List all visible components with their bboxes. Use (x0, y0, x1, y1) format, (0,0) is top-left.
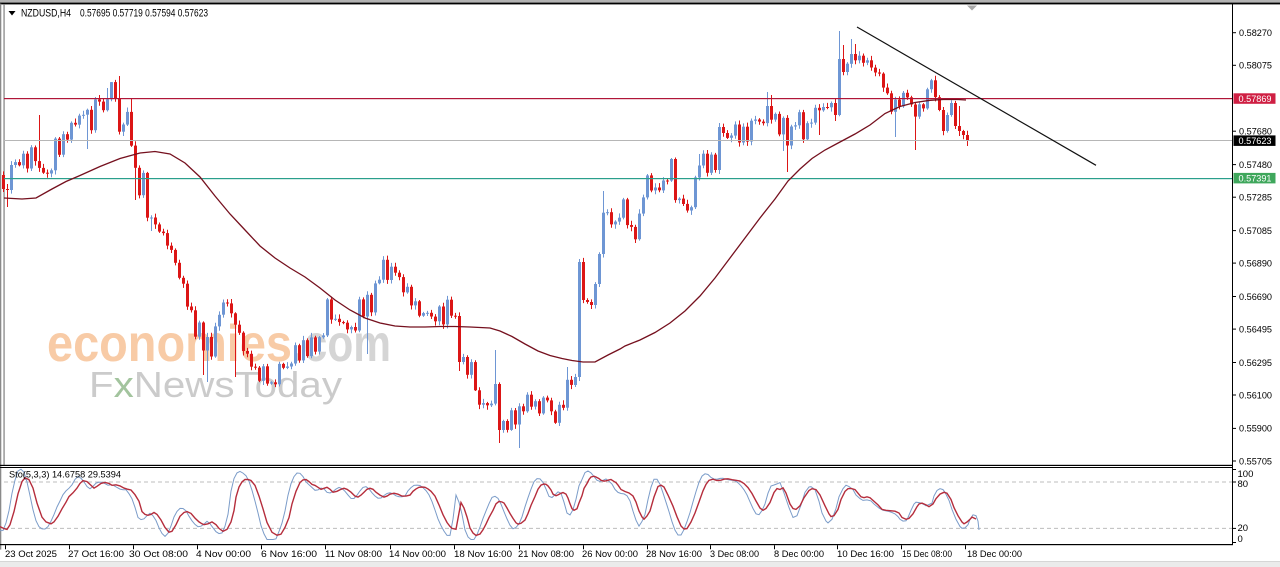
svg-text:80: 80 (1238, 479, 1249, 490)
svg-text:0.57480: 0.57480 (1239, 160, 1272, 171)
svg-text:0.57623: 0.57623 (1239, 136, 1272, 147)
svg-text:20: 20 (1238, 523, 1249, 534)
svg-text:0.55705: 0.55705 (1239, 456, 1272, 467)
svg-text:15 Dec 08:00: 15 Dec 08:00 (902, 549, 952, 560)
svg-text:0.57285: 0.57285 (1239, 193, 1272, 204)
svg-text:0.57695 0.57719 0.57594 0.5762: 0.57695 0.57719 0.57594 0.57623 (80, 8, 208, 20)
svg-text:0.57680: 0.57680 (1239, 127, 1272, 138)
svg-text:0.57869: 0.57869 (1239, 94, 1272, 105)
svg-text:0.56890: 0.56890 (1239, 258, 1272, 269)
svg-text:0.56495: 0.56495 (1239, 324, 1272, 335)
svg-text:NZDUSD,H4: NZDUSD,H4 (21, 8, 71, 20)
svg-text:0.57085: 0.57085 (1239, 226, 1272, 237)
svg-text:3 Dec 08:00: 3 Dec 08:00 (710, 549, 759, 560)
svg-text:11 Nov 08:00: 11 Nov 08:00 (325, 549, 382, 560)
svg-text:28 Nov 16:00: 28 Nov 16:00 (646, 549, 702, 560)
svg-text:0.57391: 0.57391 (1239, 174, 1272, 185)
svg-text:0.56690: 0.56690 (1239, 292, 1272, 303)
svg-text:27 Oct 16:00: 27 Oct 16:00 (68, 549, 124, 560)
svg-text:8 Dec 00:00: 8 Dec 00:00 (774, 549, 824, 560)
svg-text:4 Nov 00:00: 4 Nov 00:00 (196, 549, 251, 560)
svg-text:23 Oct 2025: 23 Oct 2025 (5, 549, 57, 560)
svg-text:18 Nov 16:00: 18 Nov 16:00 (454, 549, 512, 560)
svg-text:0.58270: 0.58270 (1239, 28, 1272, 39)
svg-text:0.55900: 0.55900 (1239, 424, 1272, 435)
svg-text:6 Nov 16:00: 6 Nov 16:00 (261, 549, 317, 560)
svg-text:21 Nov 08:00: 21 Nov 08:00 (518, 549, 574, 560)
svg-text:Sto(5,3,3) 14.6758 29.5394: Sto(5,3,3) 14.6758 29.5394 (9, 470, 121, 481)
svg-text:FxNewsToday: FxNewsToday (89, 364, 342, 405)
svg-text:26 Nov 00:00: 26 Nov 00:00 (582, 549, 638, 560)
svg-text:0.56100: 0.56100 (1239, 390, 1272, 401)
svg-text:0: 0 (1238, 534, 1243, 545)
svg-text:30 Oct 08:00: 30 Oct 08:00 (129, 549, 188, 560)
svg-text:14 Nov 00:00: 14 Nov 00:00 (389, 549, 446, 560)
svg-text:0.58075: 0.58075 (1239, 61, 1272, 72)
svg-text:0.56295: 0.56295 (1239, 358, 1272, 369)
svg-text:18 Dec 00:00: 18 Dec 00:00 (967, 549, 1022, 560)
svg-text:100: 100 (1238, 469, 1254, 480)
svg-text:10 Dec 16:00: 10 Dec 16:00 (837, 549, 894, 560)
